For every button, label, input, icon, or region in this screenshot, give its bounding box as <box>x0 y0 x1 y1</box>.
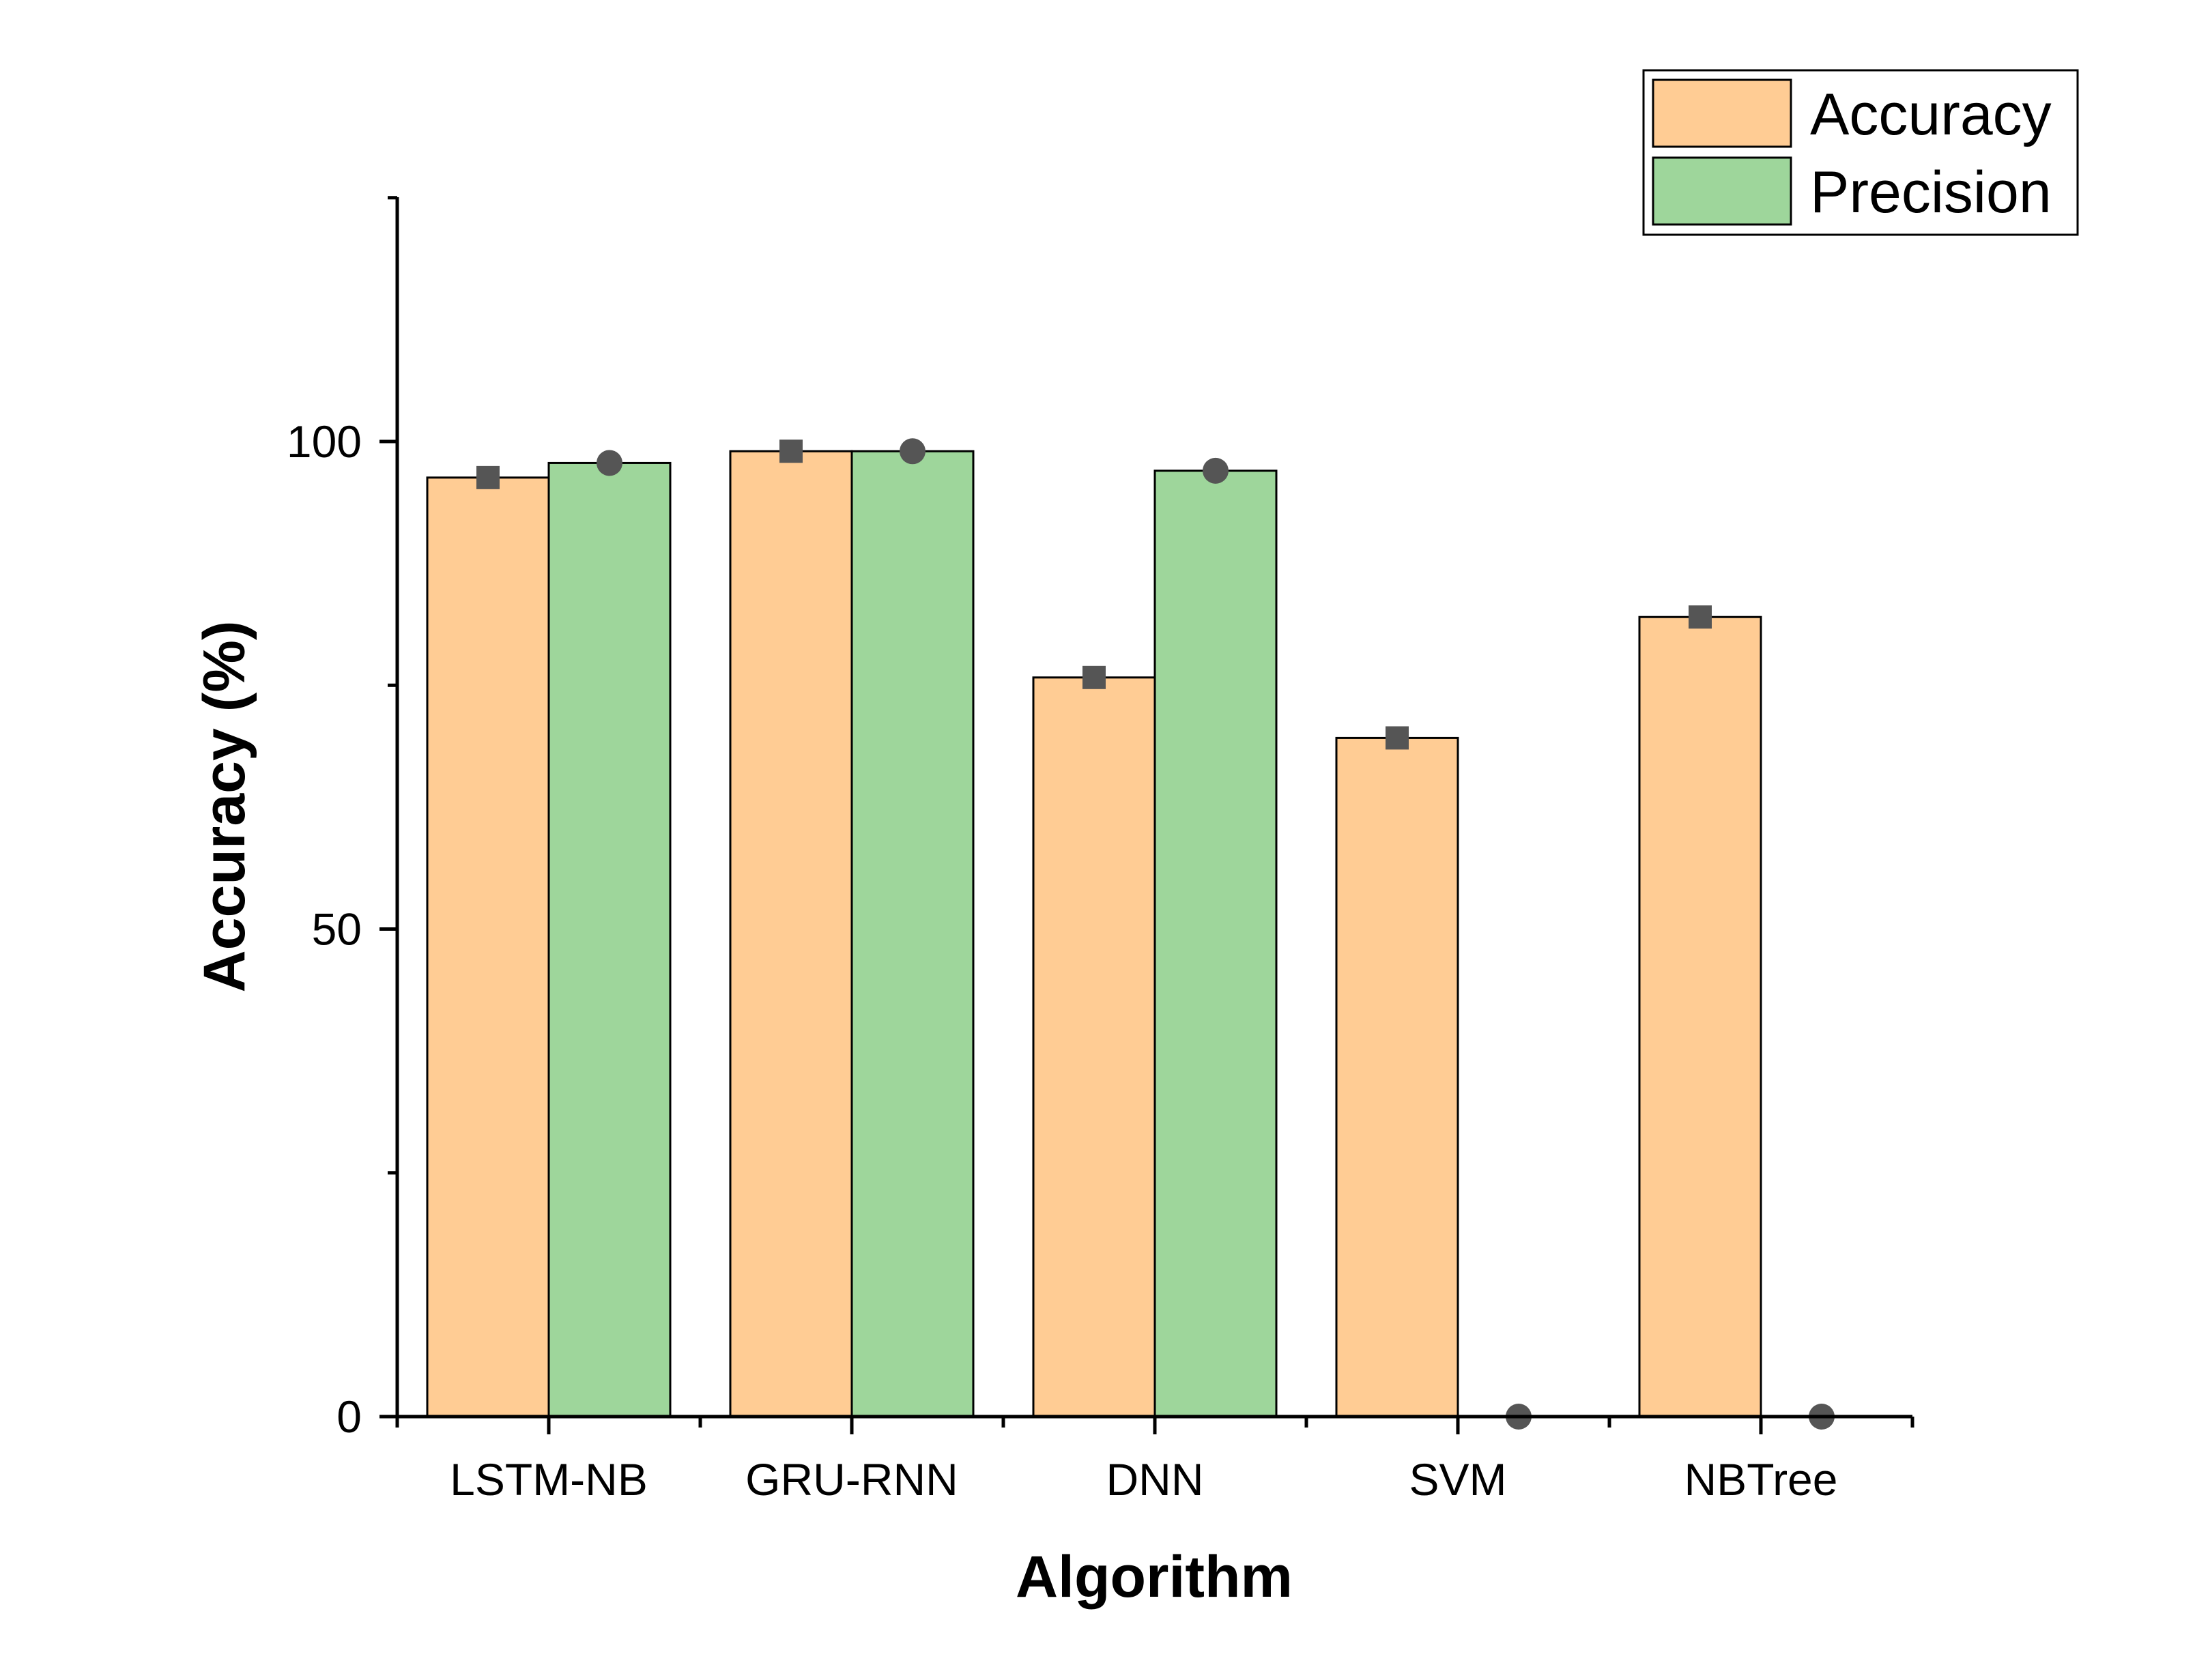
bar-accuracy-dnn <box>1032 676 1156 1418</box>
marker-accuracy-svm <box>1386 726 1409 750</box>
bar-accuracy-nbtree <box>1638 615 1762 1418</box>
legend-label-precision: Precision <box>1810 160 2052 225</box>
x-tick-label-nbtree: NBTree <box>1684 1454 1838 1505</box>
y-ticks: 0 50 100 <box>287 196 397 1442</box>
y-tick-label-50: 50 <box>312 904 362 955</box>
marker-accuracy-gru-rnn <box>779 439 803 463</box>
legend-swatch-accuracy <box>1652 78 1792 148</box>
y-tick-label-100: 100 <box>287 416 362 467</box>
x-axis-title: Algorithm <box>1016 1544 1293 1610</box>
bars-layer <box>426 450 1762 1418</box>
marker-accuracy-dnn <box>1082 665 1106 689</box>
x-ticks: LSTM-NB GRU-RNN DNN SVM NBTree <box>395 1417 1914 1505</box>
marker-precision-dnn <box>1203 457 1229 484</box>
legend-swatch-precision <box>1652 156 1792 226</box>
bar-accuracy-svm <box>1335 736 1459 1418</box>
x-tick-label-dnn: DNN <box>1106 1454 1204 1505</box>
x-tick-label-svm: SVM <box>1409 1454 1506 1505</box>
bar-accuracy-gru-rnn <box>729 450 853 1418</box>
y-tick-label-0: 0 <box>336 1391 362 1442</box>
x-tick-label-gru-rnn: GRU-RNN <box>745 1454 958 1505</box>
marker-accuracy-nbtree <box>1689 605 1712 629</box>
legend: Accuracy Precision <box>1642 69 2079 236</box>
bar-precision-dnn <box>1153 469 1278 1418</box>
y-axis-title: Accuracy (%) <box>192 621 257 993</box>
bar-precision-gru-rnn <box>850 450 975 1418</box>
x-tick-label-lstm-nb: LSTM-NB <box>450 1454 648 1505</box>
bar-accuracy-lstm-nb <box>426 476 550 1418</box>
marker-precision-gru-rnn <box>900 438 926 465</box>
legend-label-accuracy: Accuracy <box>1810 82 2052 147</box>
bar-precision-lstm-nb <box>547 461 672 1418</box>
marker-precision-lstm-nb <box>597 450 622 476</box>
marker-accuracy-lstm-nb <box>476 465 500 489</box>
